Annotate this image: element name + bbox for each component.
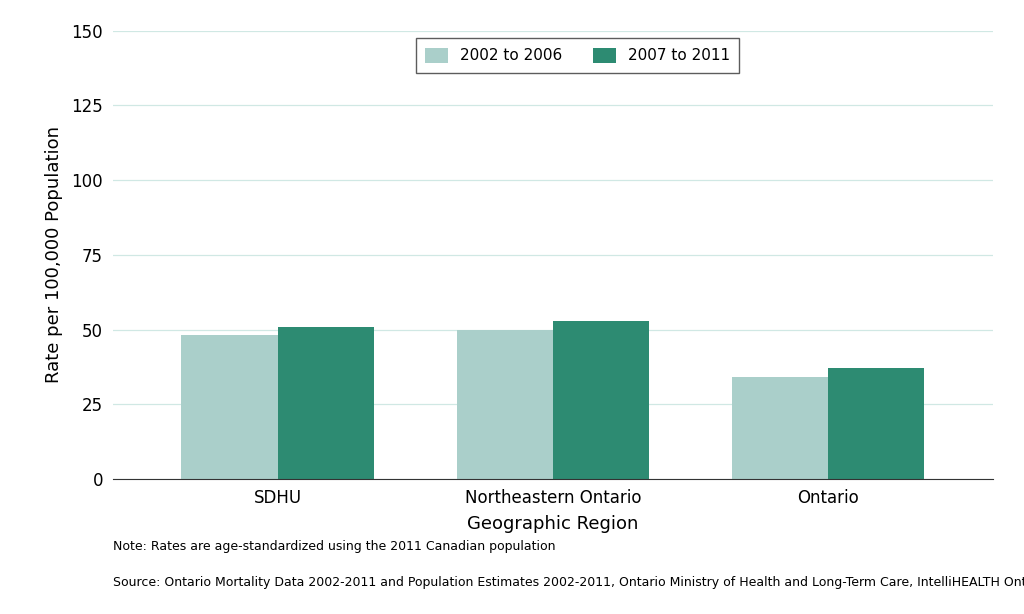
- Bar: [278, 327, 374, 479]
- Bar: [553, 321, 649, 479]
- X-axis label: Geographic Region: Geographic Region: [467, 515, 639, 533]
- Legend: 2002 to 2006, 2007 to 2011: 2002 to 2006, 2007 to 2011: [416, 38, 739, 72]
- Bar: [181, 335, 278, 479]
- Bar: [732, 378, 828, 479]
- Y-axis label: Rate per 100,000 Population: Rate per 100,000 Population: [45, 126, 62, 383]
- Text: Note: Rates are age-standardized using the 2011 Canadian population: Note: Rates are age-standardized using t…: [113, 540, 555, 553]
- Bar: [828, 368, 925, 479]
- Text: Source: Ontario Mortality Data 2002-2011 and Population Estimates 2002-2011, Ont: Source: Ontario Mortality Data 2002-2011…: [113, 577, 1024, 589]
- Bar: [457, 330, 553, 479]
